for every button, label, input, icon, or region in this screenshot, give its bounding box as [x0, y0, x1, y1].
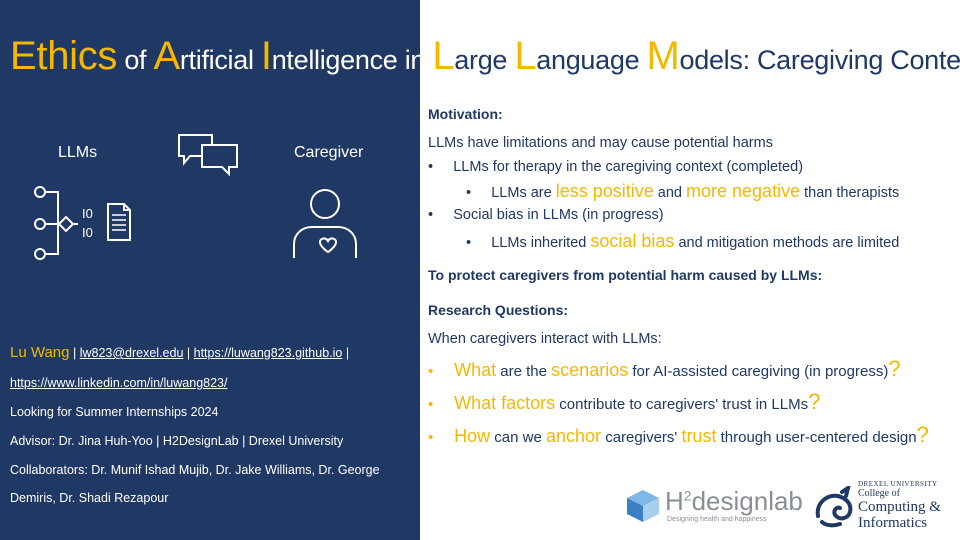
motivation-heading: Motivation:: [428, 106, 503, 122]
svg-text:I0: I0: [82, 225, 93, 240]
limitations-text: LLMs have limitations and may cause pote…: [428, 135, 773, 151]
research-question-1: • What are the scenarios for AI-assisted…: [428, 356, 901, 381]
linkedin-link[interactable]: https://www.linkedin.com/in/luwang823/: [10, 376, 228, 390]
collaborators-line2: Demiris, Dr. Shadi Rezapour: [10, 491, 169, 505]
caregiver-label: Caregiver: [294, 144, 364, 161]
h2-letter: H: [665, 486, 684, 516]
bullet-therapy-sub: • LLMs are less positive and more negati…: [466, 181, 900, 201]
contact-line: Lu Wang | lw823@drexel.edu | https://luw…: [10, 344, 350, 361]
internship-text: Looking for Summer Internships 2024: [10, 405, 219, 419]
llm-network-document-icon: I0 I0: [34, 186, 131, 260]
chat-bubbles-icon: [178, 134, 238, 177]
collaborators-line1: Collaborators: Dr. Munif Ishad Mujib, Dr…: [10, 463, 380, 477]
h2-cube-icon: [627, 490, 659, 522]
author-name: Lu Wang: [10, 344, 70, 361]
left-panel: [0, 0, 420, 540]
website-link[interactable]: https://luwang823.github.io: [193, 346, 343, 360]
page-title: Ethics of Artificial Intelligence in Lar…: [10, 34, 960, 78]
bullet-bias: • Social bias in LLMs (in progress): [428, 207, 664, 223]
when-text: When caregivers interact with LLMs:: [428, 331, 662, 347]
bullet-therapy: • LLMs for therapy in the caregiving con…: [428, 159, 804, 175]
drexel-university-text: DREXEL UNIVERSITY: [858, 480, 938, 488]
computing-text: Computing &: [858, 499, 941, 515]
caregiver-person-heart-icon: [293, 189, 357, 258]
h2-tagline: Designing health and happiness: [667, 516, 767, 523]
svg-text:I0: I0: [82, 206, 93, 221]
protect-heading: To protect caregivers from potential har…: [428, 267, 823, 283]
college-of-text: College of: [858, 488, 900, 499]
advisor-text: Advisor: Dr. Jina Huh-Yoo | H2DesignLab …: [10, 434, 344, 448]
llms-label: LLMs: [58, 144, 98, 161]
research-question-2: • What factors contribute to caregivers'…: [428, 389, 821, 414]
research-questions-heading: Research Questions:: [428, 302, 569, 318]
linkedin-line: https://www.linkedin.com/in/luwang823/: [10, 376, 227, 390]
research-question-3: • How can we anchor caregivers' trust th…: [428, 422, 929, 447]
dragon-icon: [815, 486, 853, 528]
informatics-text: Informatics: [858, 515, 928, 531]
email-link[interactable]: lw823@drexel.edu: [79, 346, 184, 360]
bullet-bias-sub: • LLMs inherited social bias and mitigat…: [466, 231, 900, 251]
